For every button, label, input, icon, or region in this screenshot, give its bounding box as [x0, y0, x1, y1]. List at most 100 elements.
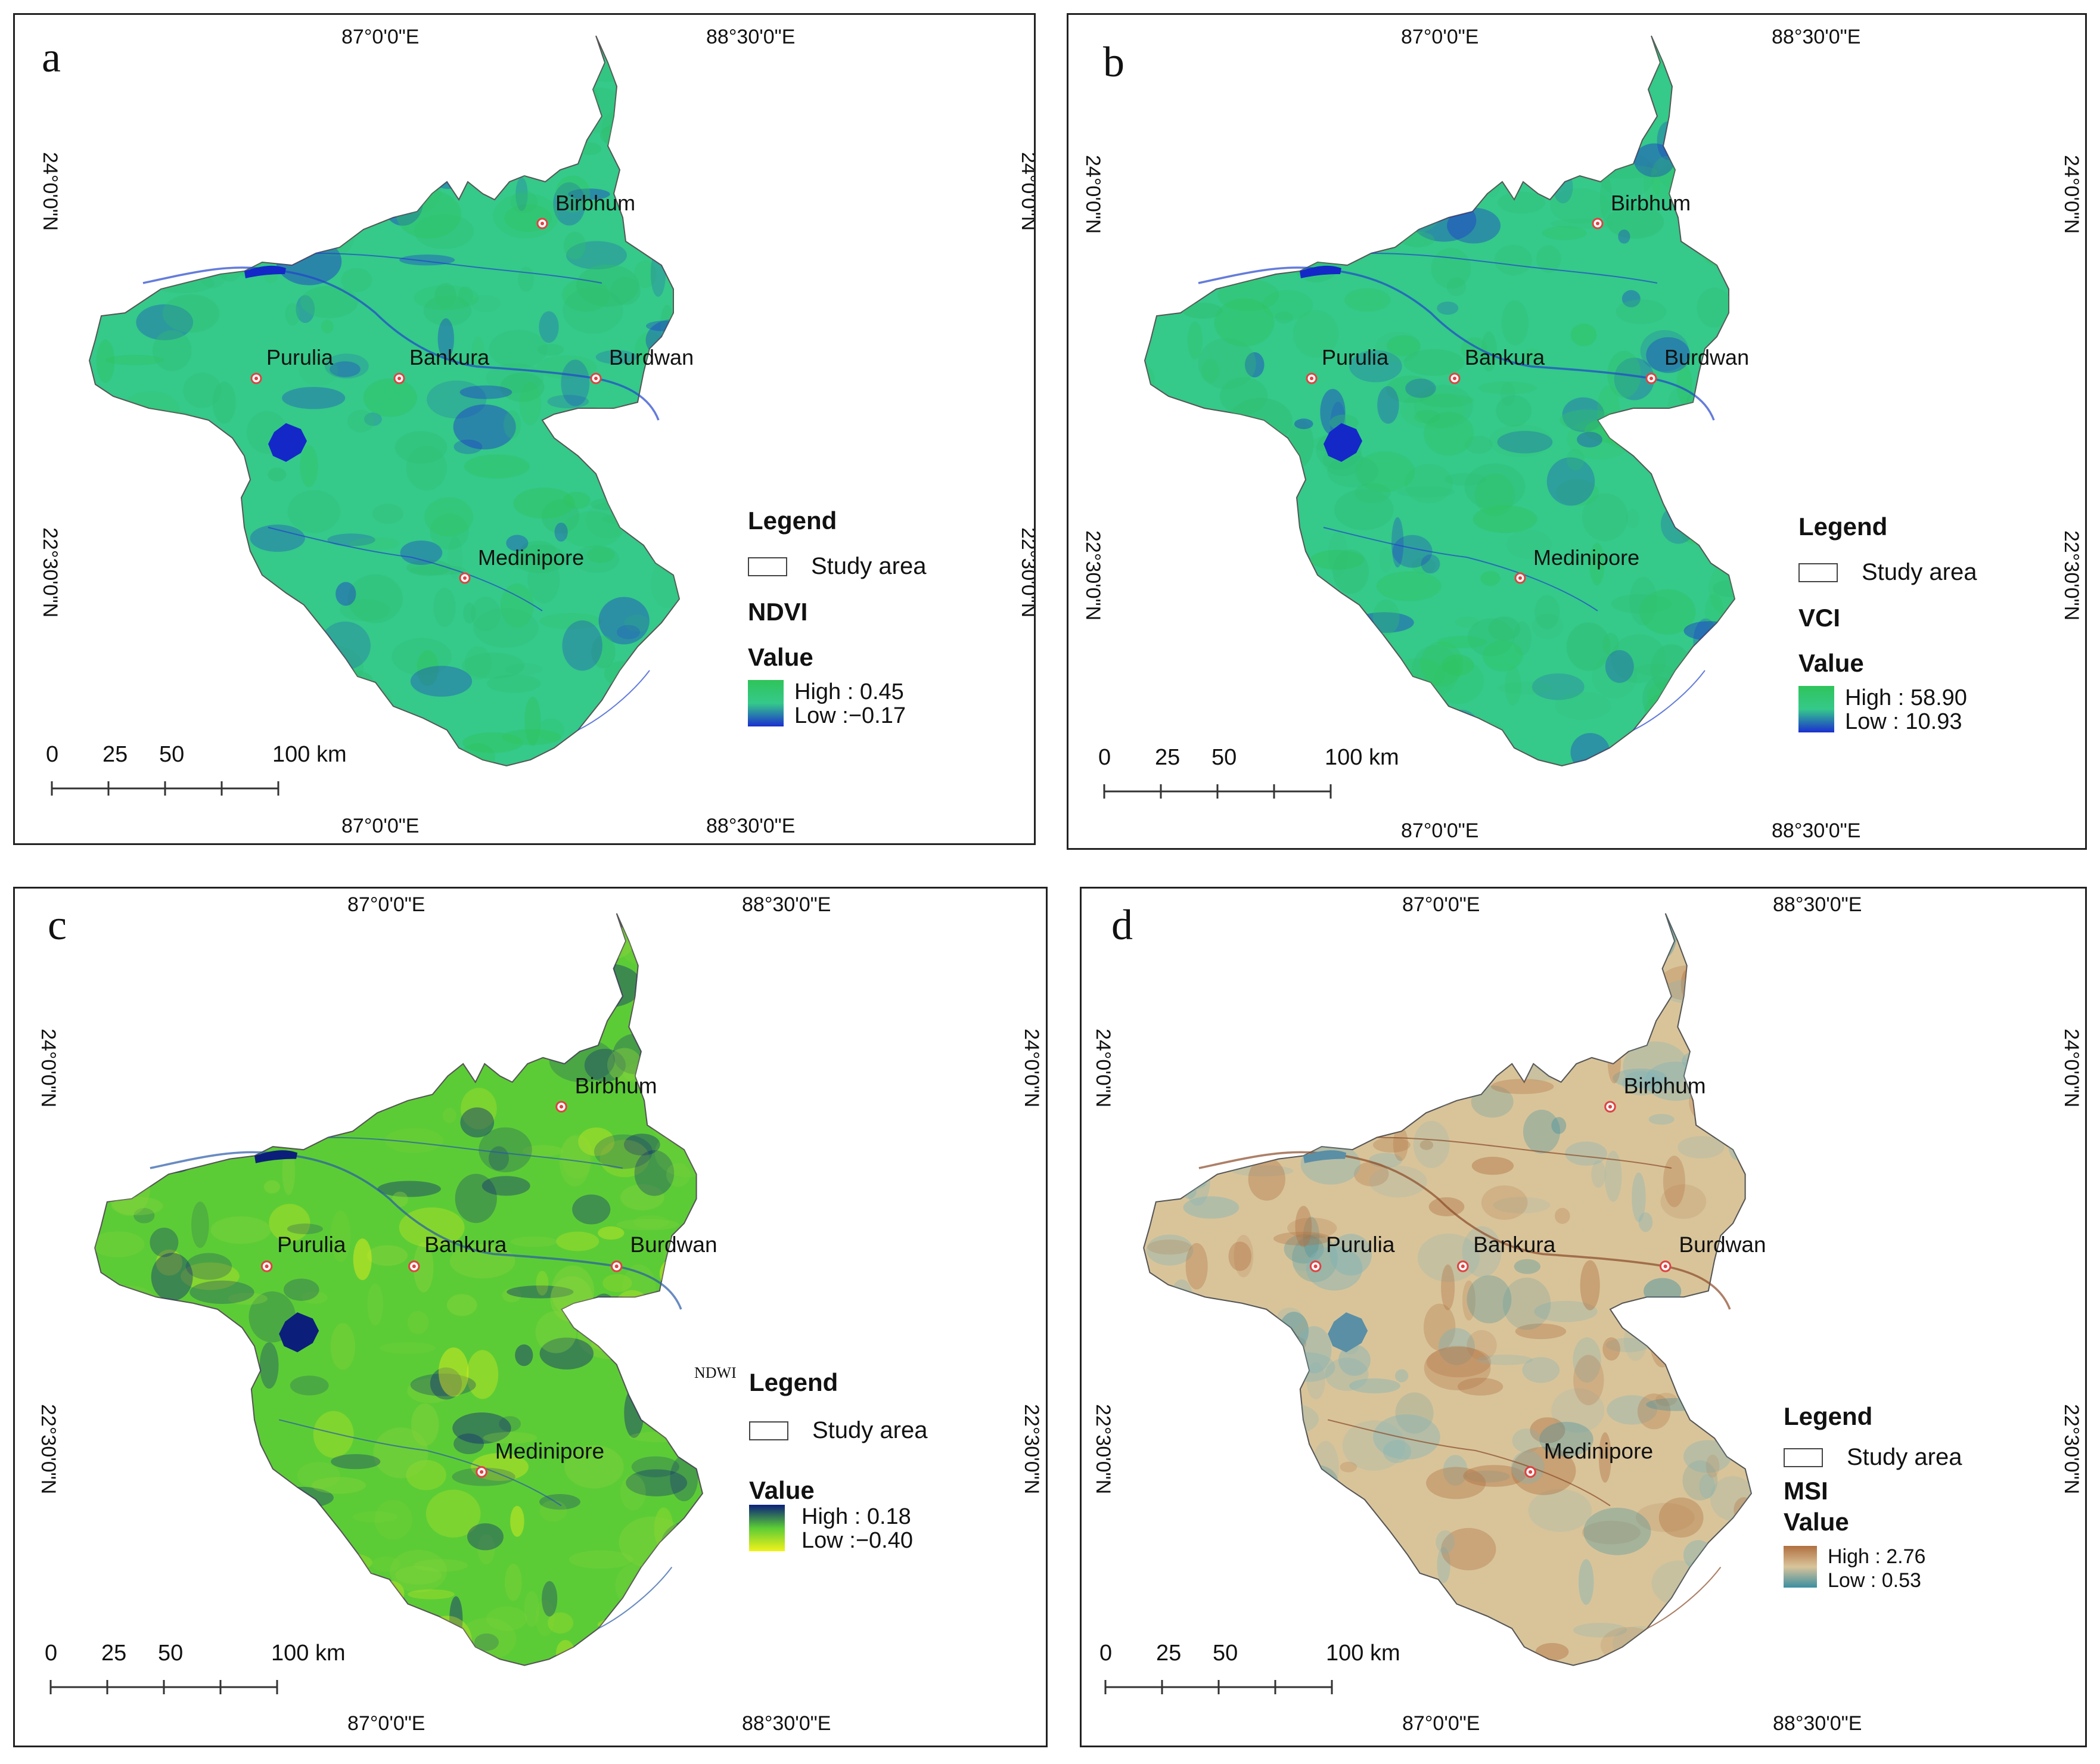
- legend-title: Legend: [1784, 1402, 1873, 1430]
- lon-bottom-right: 88°30'0"E: [1772, 819, 1861, 842]
- scale-tick-label: 50: [1211, 745, 1237, 770]
- study-area-swatch: [748, 557, 787, 576]
- scale-tick-label: 50: [158, 1641, 184, 1666]
- city-marker-dot: [397, 377, 401, 380]
- legend: Legend Study area NDVI Value High : 0.45…: [748, 507, 1028, 728]
- city-label: Birbhum: [555, 191, 635, 215]
- river: [1323, 527, 1598, 611]
- color-ramp: [1798, 686, 1834, 732]
- city-marker-dot: [1596, 222, 1599, 225]
- ramp-high-label: High : 58.90: [1845, 685, 1967, 710]
- water-body: [1303, 1150, 1347, 1163]
- legend: Legend Study area MSI Value High : 2.76 …: [1784, 1402, 2064, 1592]
- city-label: Purulia: [277, 1232, 346, 1257]
- lon-top-right: 88°30'0"E: [706, 26, 796, 48]
- legend: Legend Study area VCI Value High : 58.90…: [1798, 513, 2079, 734]
- index-name: MSI: [1784, 1477, 1828, 1505]
- legend-title: Legend: [749, 1368, 838, 1396]
- study-area-label: Study area: [812, 1417, 928, 1443]
- panel-letter: a: [42, 33, 61, 81]
- scale-tick-label: 0: [46, 742, 59, 767]
- study-area-map: Birbhum Purulia Bankura Burdwan Medinipore: [1143, 913, 1766, 1666]
- city-label: Medinipore: [495, 1438, 604, 1463]
- scale-bar: 0 25 50 100 km: [45, 1641, 346, 1700]
- lon-bottom-right: 88°30'0"E: [1773, 1712, 1862, 1735]
- ramp-low-label: Low :−0.40: [802, 1528, 913, 1553]
- river: [577, 670, 650, 731]
- lon-top-left: 87°0'0"E: [1401, 26, 1479, 48]
- river: [1327, 1419, 1611, 1507]
- city-marker-dot: [480, 1470, 484, 1474]
- legend-study-area-row: Study area: [748, 553, 1028, 580]
- river: [1377, 1136, 1672, 1169]
- study-area-map: Birbhum Purulia Bankura Burdwan Medinipore: [1144, 35, 1749, 767]
- city-marker-dot: [265, 1264, 269, 1268]
- ramp-high-label: High : 2.76: [1828, 1545, 1926, 1568]
- value-label: Value: [749, 1476, 815, 1504]
- city-marker-dot: [614, 1264, 619, 1268]
- legend-title: Legend: [1798, 513, 1888, 541]
- index-name: NDVI: [748, 598, 808, 626]
- river: [278, 1419, 562, 1507]
- study-area-boundary: [88, 35, 681, 767]
- lon-top-right: 88°30'0"E: [1772, 26, 1861, 48]
- study-area-label: Study area: [811, 553, 927, 579]
- river: [1647, 1566, 1722, 1629]
- city-label: Burdwan: [1679, 1232, 1766, 1257]
- lon-top-right: 88°30'0"E: [742, 893, 831, 916]
- city-marker-dot: [1518, 576, 1522, 580]
- city-label: Purulia: [1322, 345, 1389, 369]
- study-area-swatch: [1798, 563, 1838, 582]
- city-marker-dot: [254, 377, 258, 380]
- river: [328, 1136, 623, 1169]
- scale-tick-label: 25: [1155, 745, 1181, 770]
- legend-title: Legend: [748, 507, 837, 535]
- water-body: [254, 1150, 298, 1163]
- river: [1633, 670, 1706, 731]
- scale-bar: 0 25 50 100 km: [1098, 745, 1399, 805]
- city-marker-dot: [1453, 377, 1456, 380]
- value-label: Value: [1784, 1508, 1849, 1536]
- panel-letter: b: [1103, 38, 1124, 86]
- study-area-map: Birbhum Purulia Bankura Burdwan Medinipore: [88, 35, 694, 767]
- lon-top-right: 88°30'0"E: [1773, 893, 1862, 916]
- legend-study-area-row: Study area: [1784, 1444, 2064, 1471]
- scale-bar: 0 25 50 100 km: [1099, 1641, 1400, 1700]
- legend-study-area-row: Study area: [1798, 559, 2079, 586]
- river: [598, 1566, 673, 1629]
- study-area-swatch: [749, 1421, 788, 1440]
- city-marker-dot: [412, 1264, 416, 1268]
- water-body: [268, 423, 307, 462]
- scale-tick-label: 0: [1099, 1641, 1113, 1666]
- color-ramp: [1784, 1546, 1817, 1588]
- city-label: Burdwan: [630, 1232, 717, 1257]
- value-label: Value: [1798, 649, 1864, 677]
- panel-letter: c: [48, 901, 67, 949]
- city-marker-dot: [1529, 1470, 1533, 1474]
- lon-top-left: 87°0'0"E: [1402, 893, 1480, 916]
- water-body: [1300, 265, 1341, 278]
- panel-letter: d: [1111, 901, 1133, 949]
- ndwi-stray-label: NDWI: [694, 1364, 737, 1381]
- color-ramp: [748, 680, 784, 726]
- water-body: [1328, 1312, 1368, 1353]
- river: [268, 527, 543, 611]
- city-marker-dot: [1608, 1105, 1613, 1109]
- panel-c: c 87°0'0"E 88°30'0"E 87°0'0"E 88°30'0"E …: [13, 887, 1048, 1747]
- scale-tick-label: 100 km: [271, 1641, 346, 1666]
- color-ramp-row: High : 58.90 Low : 10.93: [1798, 685, 2079, 734]
- city-marker-dot: [540, 222, 544, 225]
- water-body: [244, 265, 286, 278]
- city-marker-dot: [1649, 377, 1653, 380]
- study-area-boundary: [1143, 913, 1753, 1666]
- scale-tick-label: 25: [1156, 1641, 1182, 1666]
- city-label: Birbhum: [1624, 1073, 1706, 1098]
- city-marker-dot: [463, 576, 467, 580]
- city-label: Burdwan: [1664, 345, 1749, 369]
- lon-bottom-left: 87°0'0"E: [347, 1712, 425, 1735]
- ramp-high-label: High : 0.18: [802, 1504, 911, 1529]
- scale-tick-label: 100 km: [272, 742, 347, 767]
- city-label: Medinipore: [1544, 1438, 1653, 1463]
- study-area-swatch: [1784, 1448, 1823, 1467]
- study-area-boundary: [1144, 35, 1736, 767]
